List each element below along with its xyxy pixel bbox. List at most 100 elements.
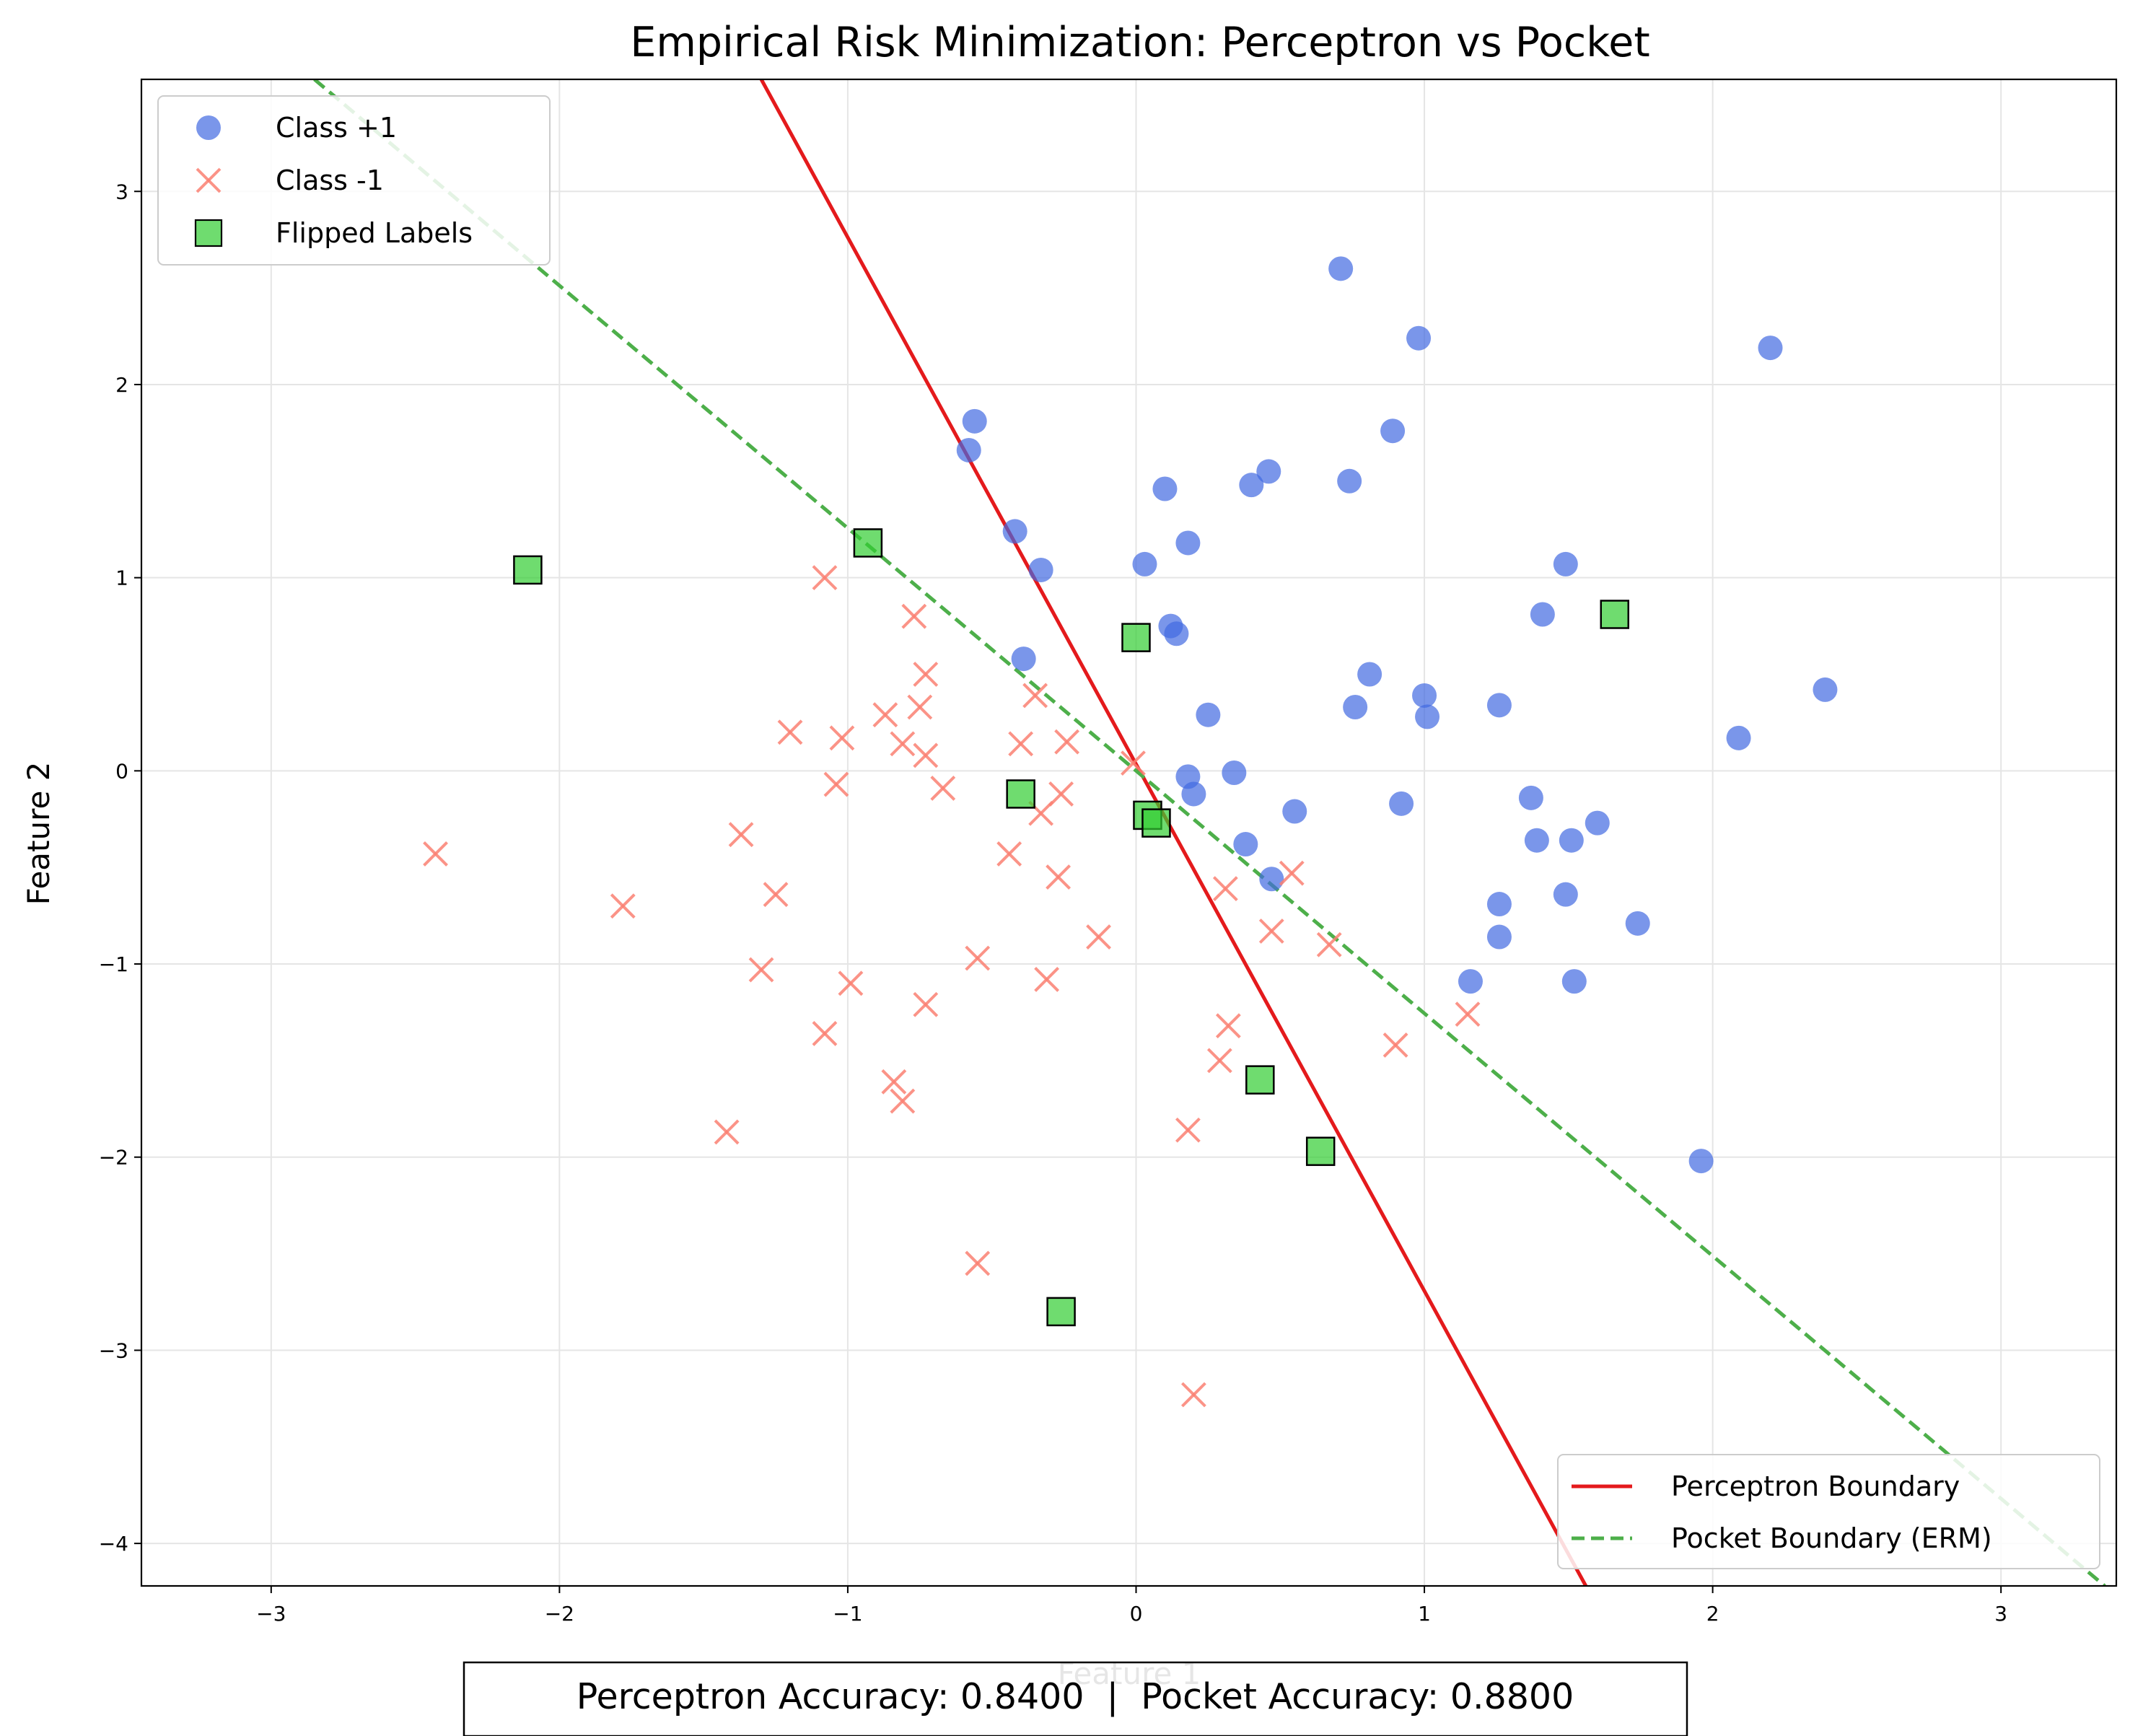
x-tick-label: 0 [1130, 1602, 1143, 1626]
boundary-lines [313, 79, 2106, 1586]
class-pos-point [1726, 725, 1751, 750]
class-neg-point [1048, 781, 1074, 807]
class-neg-point [1034, 967, 1060, 992]
legend-pocket-label: Pocket Boundary (ERM) [1671, 1522, 1992, 1554]
class-neg-point [1180, 1382, 1206, 1408]
legend-class-neg-marker [196, 167, 222, 193]
y-tick-label: 1 [115, 566, 128, 590]
class-neg-point [1382, 1033, 1408, 1058]
class-pos-point [1688, 1149, 1714, 1174]
legend-boundaries-box [1557, 1454, 2100, 1569]
y-axis-label: Feature 2 [21, 762, 56, 906]
legend-class-pos-marker [196, 115, 221, 140]
flipped-label-point [1245, 1065, 1275, 1095]
class-pos-point [1406, 325, 1432, 351]
accuracy-text: Perceptron Accuracy: 0.8400 | Pocket Acc… [577, 1676, 1574, 1717]
class-neg-point [890, 731, 916, 757]
y-tick-label: −1 [99, 952, 128, 976]
class-neg-point [777, 719, 803, 745]
class-pos-point [1337, 468, 1362, 494]
x-tick-label: 3 [1994, 1602, 2007, 1626]
class-pos-point [1239, 473, 1264, 498]
class-pos-point [1486, 924, 1512, 950]
class-pos-point [1181, 781, 1206, 807]
legend-boundaries: Perceptron Boundary Pocket Boundary (ERM… [1557, 1454, 2100, 1569]
class-pos-point [1028, 557, 1053, 582]
flipped-label-point [513, 555, 543, 585]
chart-title: Empirical Risk Minimization: Perceptron … [630, 19, 1649, 66]
class-pos-point [1011, 646, 1036, 672]
x-tick-label: −3 [256, 1602, 286, 1626]
class-neg-point [913, 662, 939, 687]
class-pos-point [1175, 530, 1201, 556]
class-neg-point [1215, 1013, 1241, 1039]
class-pos-point [1259, 867, 1284, 892]
class-pos-point [1486, 892, 1512, 917]
perceptron-boundary-line [759, 79, 1588, 1586]
class-pos-point [1458, 969, 1483, 994]
pocket-boundary-line [313, 79, 2106, 1586]
legend-class-pos-label: Class +1 [276, 112, 397, 144]
class-neg-point [763, 882, 789, 908]
class-pos-point [1002, 519, 1027, 544]
class-pos-point [1530, 602, 1555, 627]
class-pos-point [1553, 551, 1578, 577]
x-tick-label: 1 [1418, 1602, 1431, 1626]
class-pos-point [1585, 810, 1610, 836]
class-neg-point [996, 841, 1022, 867]
flipped-label-point [1600, 600, 1630, 629]
class-neg-point [913, 742, 939, 768]
class-neg-point [872, 702, 898, 728]
class-neg-point [728, 822, 754, 848]
x-tick-label: 2 [1706, 1602, 1719, 1626]
class-neg-point [930, 776, 956, 801]
class-pos-point [1222, 760, 1247, 786]
class-neg-point [890, 1088, 916, 1114]
flipped-label-point [1141, 808, 1171, 838]
class-neg-point [1316, 931, 1342, 957]
accuracy-box-frame [463, 1661, 1688, 1736]
plot-area-frame [140, 78, 2118, 1587]
class-neg-point [1022, 683, 1048, 709]
class-pos-point [962, 408, 987, 434]
flipped-label-point [1305, 1136, 1336, 1166]
x-tick-label: −1 [833, 1602, 862, 1626]
class-neg-point [812, 1020, 838, 1046]
scatter-points [423, 256, 1838, 1408]
class-pos-point [956, 437, 981, 463]
x-tick-label: −2 [545, 1602, 574, 1626]
class-pos-point [1412, 683, 1437, 708]
class-neg-point [829, 725, 855, 751]
accuracy-box: Perceptron Accuracy: 0.8400 | Pocket Acc… [463, 1661, 1688, 1736]
class-pos-point [1380, 418, 1406, 444]
class-neg-point [748, 957, 774, 983]
class-neg-point [1046, 864, 1072, 890]
y-tick-label: 0 [115, 759, 128, 783]
class-pos-point [1164, 621, 1189, 646]
flipped-label-point [1006, 779, 1035, 809]
flipped-label-point [1121, 623, 1151, 652]
class-pos-point [1343, 695, 1368, 719]
class-neg-point [838, 970, 864, 996]
legend-flipped-label: Flipped Labels [276, 217, 473, 249]
class-pos-point [1625, 911, 1650, 936]
class-neg-point [1175, 1117, 1201, 1143]
class-pos-point [1282, 799, 1307, 824]
legend-perceptron-label: Perceptron Boundary [1671, 1470, 1960, 1502]
class-neg-point [1121, 750, 1146, 776]
legend-classes-box [157, 95, 551, 266]
class-pos-point [1561, 969, 1587, 994]
class-pos-point [1553, 882, 1578, 907]
class-pos-point [1524, 828, 1549, 853]
y-tick-label: −4 [99, 1532, 128, 1556]
axis-ticks: −3 −2 −1 0 1 2 3 −4 −3 −2 −1 0 1 2 3 [99, 180, 2007, 1626]
class-pos-point [1132, 551, 1157, 577]
class-pos-point [1196, 702, 1221, 727]
flipped-label-point [1046, 1297, 1076, 1327]
class-neg-point [881, 1069, 907, 1095]
class-neg-point [1054, 729, 1080, 755]
class-neg-point [423, 841, 448, 867]
class-neg-point [965, 1250, 991, 1276]
